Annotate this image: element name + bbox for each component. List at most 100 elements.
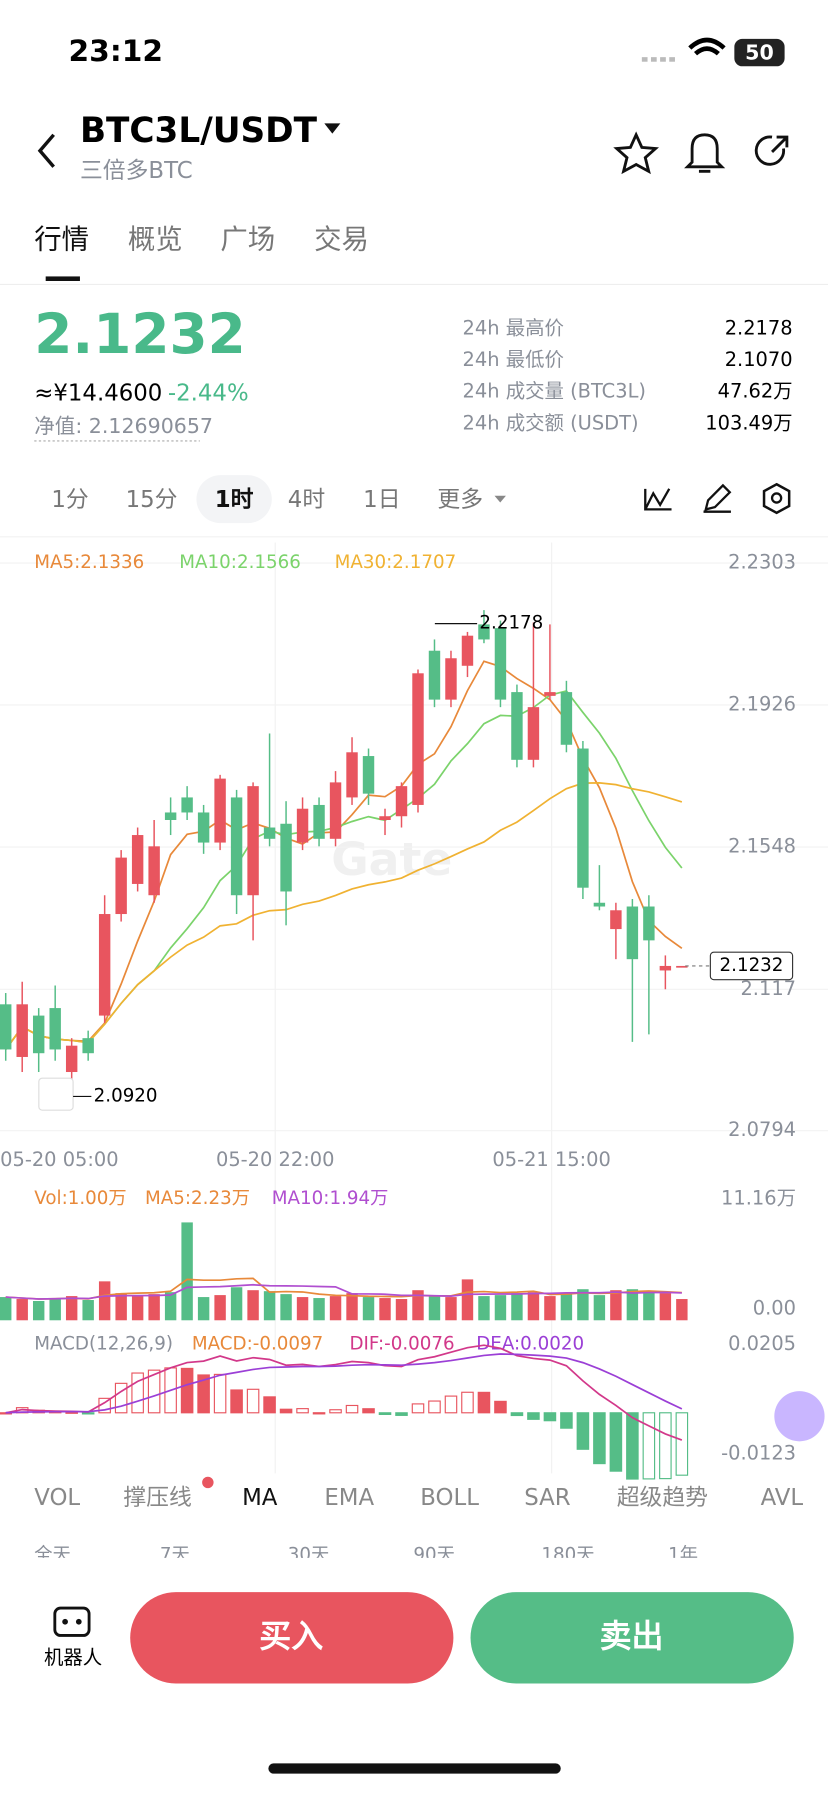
alert-icon[interactable] [684, 133, 726, 173]
candle-body [98, 914, 111, 1016]
macd-bar [263, 1396, 276, 1414]
volume-bar [544, 1296, 556, 1321]
macd-bar [296, 1408, 309, 1414]
indicator-tab[interactable]: EMA [324, 1485, 374, 1511]
candle-body [610, 910, 622, 930]
interval[interactable]: 更多 [437, 487, 483, 513]
volume-bar [676, 1299, 688, 1321]
indicator-tab[interactable]: 撑压线 [123, 1485, 191, 1511]
ma-label: MA30:2.1707 [335, 552, 457, 573]
last-price-label: 2.1232 [720, 955, 784, 976]
favorite-icon[interactable] [613, 131, 659, 175]
buy-label[interactable]: 买入 [259, 1617, 323, 1655]
draw-icon[interactable] [703, 483, 732, 513]
interval[interactable]: 4时 [288, 487, 325, 513]
volume-bar [82, 1300, 94, 1321]
pair-dropdown[interactable] [324, 123, 341, 134]
tab[interactable]: 广场 [220, 225, 275, 256]
home-indicator [268, 1763, 561, 1774]
macd-bar [230, 1389, 243, 1414]
candle-body [527, 707, 540, 760]
volume-legend: MA10:1.94万 [272, 1188, 389, 1209]
candle-body [379, 816, 391, 820]
volume-bar [379, 1298, 391, 1321]
volume-tick-label: 11.16万 [721, 1187, 796, 1210]
volume-bar [329, 1296, 342, 1321]
volume-bar [560, 1294, 573, 1321]
candle-body [280, 823, 292, 892]
volume-bar [577, 1289, 589, 1321]
interval[interactable]: 1分 [51, 487, 88, 513]
macd-tick-label: 0.0205 [728, 1332, 796, 1355]
range-option[interactable]: 全天 [34, 1545, 71, 1566]
last-price-tag [709, 951, 794, 981]
last-price: 2.1232 [34, 302, 245, 366]
candle-body [329, 782, 342, 839]
nav-value[interactable]: 净值: 2.12690657 [34, 414, 213, 438]
back-button[interactable] [37, 133, 55, 168]
volume-ma-line [5, 1277, 682, 1300]
tab[interactable]: 概览 [128, 225, 183, 256]
macd-bar [180, 1367, 194, 1414]
stat-label: 24h 成交量 (BTC3L) [463, 380, 646, 403]
stat-value: 2.2178 [725, 316, 793, 339]
stat-label: 24h 最低价 [463, 348, 564, 371]
share-icon[interactable] [754, 135, 789, 166]
volume-tick-label: 0.00 [753, 1296, 796, 1319]
volume-ma-line [5, 1283, 682, 1300]
volume-bar [395, 1299, 408, 1321]
interval[interactable]: 1时 [215, 487, 254, 513]
candle-body [313, 804, 325, 839]
signal [641, 57, 675, 62]
volume-bar [659, 1293, 672, 1321]
buy-button[interactable] [130, 1592, 454, 1684]
indicator-tab[interactable]: BOLL [420, 1485, 479, 1511]
macd-legend: MACD:-0.0097 [192, 1333, 323, 1354]
sell-label[interactable]: 卖出 [600, 1617, 664, 1655]
tab[interactable]: 行情 [34, 225, 89, 256]
candle-body [445, 658, 457, 700]
robot-label[interactable]: 机器人 [44, 1646, 102, 1669]
macd-bar [279, 1408, 293, 1414]
interval[interactable]: 15分 [126, 487, 178, 513]
pair-title[interactable]: BTC3L/USDT [80, 111, 318, 151]
candle-body [49, 1008, 61, 1050]
macd-bar [197, 1374, 210, 1414]
settings-icon[interactable] [762, 482, 791, 515]
indicator-icon[interactable] [644, 488, 672, 511]
volume-legend: Vol:1.00万 [34, 1188, 126, 1209]
interval[interactable]: 1日 [363, 487, 400, 513]
indicator-tab[interactable]: SAR [524, 1485, 571, 1511]
indicator-tab[interactable]: AVL [761, 1485, 804, 1511]
range-option[interactable]: 180天 [541, 1545, 594, 1566]
candle-body [643, 906, 655, 941]
indicator-tab[interactable]: MA [242, 1485, 278, 1511]
new-dot [202, 1476, 214, 1489]
range-option[interactable]: 7天 [160, 1545, 190, 1566]
candle-body [82, 1038, 94, 1054]
stat-label: 24h 成交额 (USDT) [463, 411, 639, 434]
tab[interactable]: 交易 [314, 225, 369, 256]
macd-bar [362, 1408, 375, 1414]
candle-body [511, 692, 523, 760]
range-option[interactable]: 30天 [288, 1545, 330, 1566]
candle-body [197, 812, 210, 843]
range-option[interactable]: 1年 [668, 1545, 698, 1566]
candle-body [428, 650, 441, 700]
macd-bar [131, 1372, 144, 1414]
indicator-tab[interactable]: VOL [34, 1485, 80, 1511]
robot-icon[interactable] [53, 1606, 91, 1637]
cny-price: ≈¥14.4600 [34, 381, 162, 407]
indicator-tab[interactable]: 超级趋势 [617, 1485, 708, 1511]
candle-body [626, 906, 639, 960]
assistant-bubble[interactable] [774, 1391, 825, 1442]
more-arrow[interactable] [494, 495, 506, 503]
volume-bar [445, 1297, 457, 1321]
macd-bar [477, 1391, 491, 1414]
candle-body [478, 624, 490, 640]
sell-button[interactable] [470, 1592, 794, 1684]
range-option[interactable]: 90天 [413, 1545, 455, 1566]
volume-bar [362, 1297, 375, 1321]
